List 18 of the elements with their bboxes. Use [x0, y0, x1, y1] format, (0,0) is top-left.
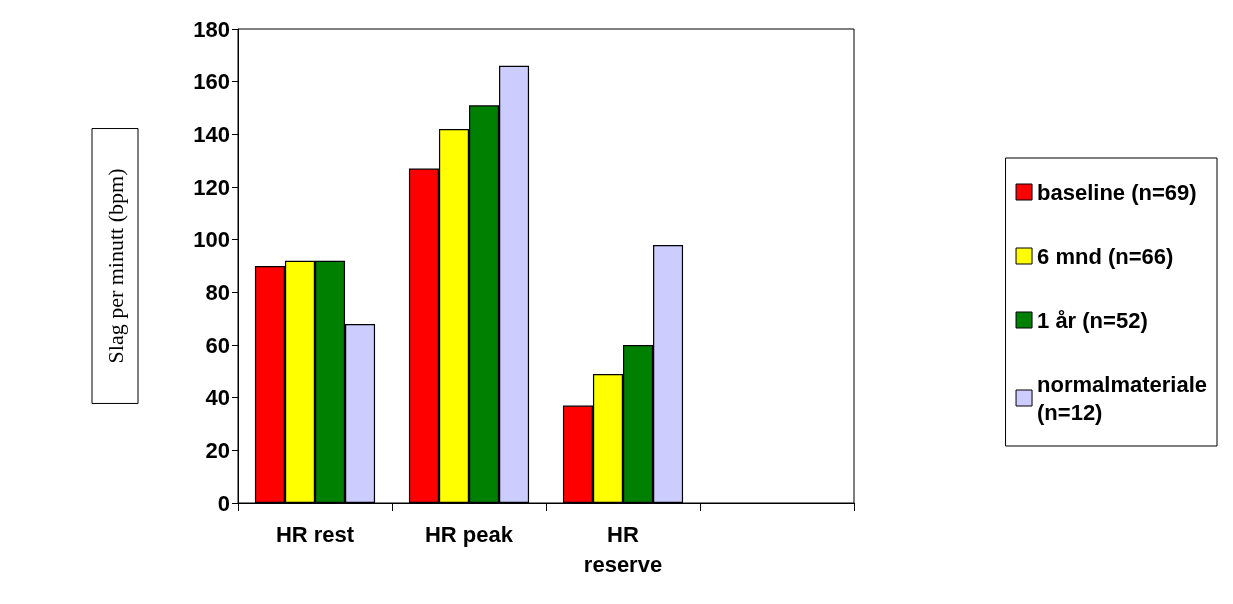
legend-label: 6 mnd (n=66)	[1037, 243, 1174, 269]
y-tick-label: 20	[205, 437, 230, 463]
y-tick-label: 120	[193, 174, 230, 200]
x-tick-label: HR peak	[424, 521, 514, 547]
legend-label: baseline (n=69)	[1037, 179, 1197, 205]
legend-label: 1 år (n=52)	[1037, 307, 1148, 333]
y-tick-label: 140	[193, 121, 230, 147]
x-tick-label: HR rest	[275, 521, 355, 547]
y-tick-label: 60	[205, 332, 230, 358]
x-tick-label: HR reserve	[583, 521, 663, 577]
y-tick-label: 160	[193, 69, 230, 95]
legend-label: normalmateriale (n=12)	[1037, 371, 1208, 425]
y-tick-label: 0	[217, 490, 230, 516]
y-axis-title: Slag per minutt (bpm)	[102, 168, 128, 364]
y-tick-label: 80	[205, 279, 230, 305]
y-tick-label: 40	[205, 385, 230, 411]
y-tick-label: 180	[193, 16, 230, 42]
y-tick-label: 100	[193, 227, 230, 253]
